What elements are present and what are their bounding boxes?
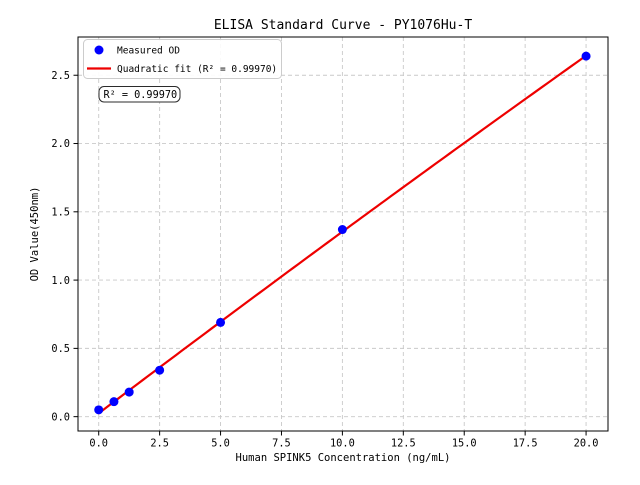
x-tick-label: 0.0 (89, 438, 108, 450)
legend-entry-measured-od: Measured OD (117, 46, 180, 57)
legend-box (83, 39, 282, 79)
r2-annotation: R² = 0.99970 (98, 86, 181, 103)
plot-border (77, 36, 609, 432)
y-tick-label: 1.5 (51, 207, 70, 219)
data-point (337, 225, 347, 235)
data-point (216, 317, 226, 327)
y-tick-label: 1.0 (51, 275, 70, 287)
r2-annotation-text: R² = 0.99970 (104, 90, 178, 101)
data-point (155, 365, 165, 375)
x-tick-label: 17.5 (513, 438, 538, 450)
y-tick-label: 0.0 (51, 411, 70, 423)
x-tick-label: 10.0 (330, 438, 355, 450)
y-tick-label: 2.0 (51, 138, 70, 150)
y-tick-label: 0.5 (51, 343, 70, 355)
x-tick-label: 20.0 (574, 438, 599, 450)
plot-overlay: ELISA Standard Curve - PY1076Hu-T Human … (29, 18, 472, 464)
data-point (109, 397, 119, 407)
measured-points (94, 51, 591, 415)
x-tick-label: 12.5 (391, 438, 416, 450)
x-tick-label: 15.0 (452, 438, 477, 450)
r2-annotation-box (98, 86, 181, 103)
x-axis-label: Human SPINK5 Concentration (ng/mL) (236, 452, 451, 464)
y-axis-label: OD Value(450nm) (29, 187, 41, 282)
x-tick-label: 2.5 (150, 438, 169, 450)
data-point (124, 387, 134, 397)
data-point (94, 405, 104, 415)
tick-labels: 0.0 2.5 5.0 7.5 10.0 12.5 15.0 17.5 20.0 0.0 0.5 1.… (51, 70, 598, 450)
legend: Measured OD Quadratic fit (R² = 0.99970) (83, 39, 282, 79)
data-point (581, 51, 591, 61)
x-tick-label: 7.5 (272, 438, 291, 450)
y-tick-label: 2.5 (51, 70, 70, 82)
legend-entry-quadratic-fit: Quadratic fit (R² = 0.99970) (117, 64, 277, 75)
chart-title: ELISA Standard Curve - PY1076Hu-T (214, 18, 472, 33)
legend-dot-marker-icon (94, 45, 104, 55)
plot-layer: 0.0 2.5 5.0 7.5 10.0 12.5 15.0 17.5 20.0 0.0 0.5 1.… (51, 36, 609, 450)
axis-ticks (73, 74, 587, 436)
x-tick-label: 5.0 (211, 438, 230, 450)
